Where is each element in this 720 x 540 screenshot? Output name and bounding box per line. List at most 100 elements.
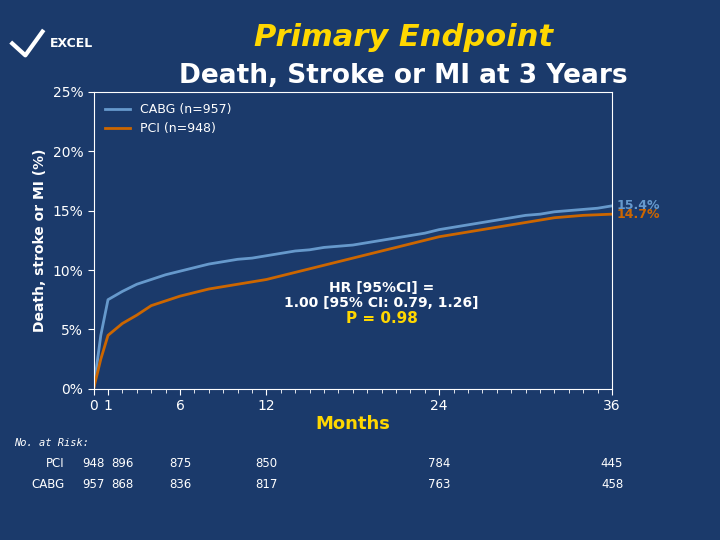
PCI (n=948): [435, 233, 444, 240]
CABG (n=957): [320, 244, 328, 251]
PCI (n=948): [377, 248, 386, 254]
Text: 948: 948: [82, 457, 105, 470]
CABG (n=957): [96, 332, 105, 339]
Text: 896: 896: [111, 457, 134, 470]
PCI (n=948): [564, 213, 573, 220]
PCI (n=948): [96, 356, 105, 362]
CABG (n=957): [161, 272, 170, 278]
CABG (n=957): [377, 237, 386, 244]
Text: 850: 850: [256, 457, 277, 470]
PCI (n=948): [89, 386, 98, 392]
Text: 836: 836: [169, 478, 191, 491]
Text: PCI: PCI: [46, 457, 65, 470]
PCI (n=948): [291, 269, 300, 275]
Text: 817: 817: [255, 478, 278, 491]
Text: 445: 445: [600, 457, 624, 470]
PCI (n=948): [147, 302, 156, 309]
CABG (n=957): [363, 239, 372, 246]
PCI (n=948): [363, 251, 372, 258]
CABG (n=957): [420, 230, 429, 237]
PCI (n=948): [334, 259, 343, 265]
CABG (n=957): [435, 226, 444, 233]
Y-axis label: Death, stroke or MI (%): Death, stroke or MI (%): [33, 148, 47, 332]
Text: 1.00 [95% CI: 0.79, 1.26]: 1.00 [95% CI: 0.79, 1.26]: [284, 296, 479, 310]
PCI (n=948): [478, 226, 487, 233]
PCI (n=948): [550, 214, 559, 221]
CABG (n=957): [593, 205, 602, 212]
Text: 14.7%: 14.7%: [616, 208, 660, 221]
Text: P = 0.98: P = 0.98: [346, 311, 418, 326]
PCI (n=948): [219, 284, 228, 290]
CABG (n=957): [550, 208, 559, 215]
CABG (n=957): [104, 296, 112, 303]
CABG (n=957): [204, 261, 213, 267]
Text: 763: 763: [428, 478, 451, 491]
PCI (n=948): [276, 273, 285, 279]
Text: EXCEL: EXCEL: [50, 37, 93, 50]
Text: No. at Risk:: No. at Risk:: [14, 438, 89, 448]
Text: Death, Stroke or MI at 3 Years: Death, Stroke or MI at 3 Years: [179, 63, 628, 89]
Text: Primary Endpoint: Primary Endpoint: [253, 23, 553, 52]
PCI (n=948): [348, 255, 357, 261]
PCI (n=948): [406, 241, 415, 247]
CABG (n=957): [449, 224, 458, 231]
Text: 458: 458: [601, 478, 623, 491]
PCI (n=948): [392, 244, 400, 251]
CABG (n=957): [176, 268, 184, 274]
PCI (n=948): [449, 231, 458, 238]
CABG (n=957): [262, 253, 271, 259]
PCI (n=948): [248, 279, 256, 285]
PCI (n=948): [161, 298, 170, 304]
CABG (n=957): [507, 214, 516, 221]
CABG (n=957): [118, 288, 127, 295]
CABG (n=957): [276, 250, 285, 256]
Text: 15.4%: 15.4%: [616, 199, 660, 212]
PCI (n=948): [464, 229, 472, 235]
CABG (n=957): [579, 206, 588, 213]
CABG (n=957): [291, 248, 300, 254]
CABG (n=957): [564, 207, 573, 214]
CABG (n=957): [536, 211, 544, 218]
CABG (n=957): [305, 247, 314, 253]
CABG (n=957): [406, 232, 415, 239]
Text: CABG: CABG: [32, 478, 65, 491]
PCI (n=948): [104, 332, 112, 339]
CABG (n=957): [89, 386, 98, 392]
Text: 957: 957: [82, 478, 105, 491]
Line: PCI (n=948): PCI (n=948): [94, 214, 612, 389]
CABG (n=957): [348, 242, 357, 248]
PCI (n=948): [176, 293, 184, 299]
PCI (n=948): [320, 262, 328, 268]
PCI (n=948): [132, 312, 141, 319]
CABG (n=957): [233, 256, 242, 262]
Legend: CABG (n=957), PCI (n=948): CABG (n=957), PCI (n=948): [100, 98, 236, 140]
CABG (n=957): [248, 255, 256, 261]
CABG (n=957): [190, 265, 199, 271]
PCI (n=948): [420, 237, 429, 244]
CABG (n=957): [464, 221, 472, 228]
Text: HR [95%CI] =: HR [95%CI] =: [329, 281, 434, 295]
PCI (n=948): [608, 211, 616, 218]
PCI (n=948): [507, 221, 516, 228]
PCI (n=948): [593, 212, 602, 218]
CABG (n=957): [392, 235, 400, 241]
CABG (n=957): [608, 202, 616, 209]
PCI (n=948): [492, 224, 501, 231]
CABG (n=957): [147, 276, 156, 283]
Text: 875: 875: [169, 457, 191, 470]
CABG (n=957): [478, 219, 487, 226]
PCI (n=948): [204, 286, 213, 292]
Text: 784: 784: [428, 457, 451, 470]
PCI (n=948): [305, 266, 314, 272]
Line: CABG (n=957): CABG (n=957): [94, 206, 612, 389]
PCI (n=948): [579, 212, 588, 219]
CABG (n=957): [132, 281, 141, 287]
PCI (n=948): [233, 281, 242, 287]
PCI (n=948): [536, 217, 544, 224]
CABG (n=957): [521, 212, 530, 219]
PCI (n=948): [190, 289, 199, 296]
PCI (n=948): [262, 276, 271, 283]
Text: 868: 868: [112, 478, 133, 491]
CABG (n=957): [334, 243, 343, 249]
PCI (n=948): [118, 320, 127, 327]
